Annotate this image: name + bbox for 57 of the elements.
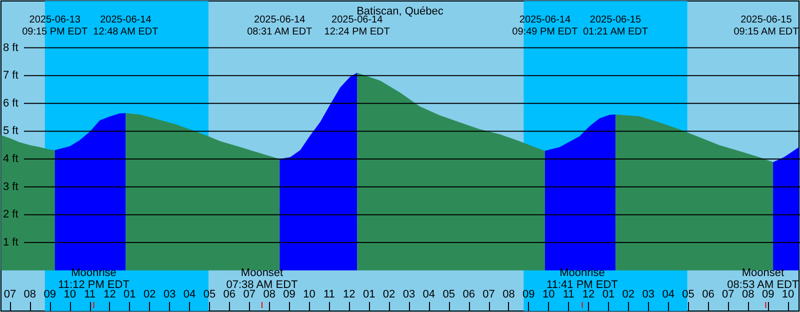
chart-title: Batiscan, Québec bbox=[356, 6, 444, 18]
annotation: 2025-06-14 12:24 PM EDT bbox=[324, 14, 390, 38]
y-tick-label: 3 ft bbox=[3, 180, 18, 193]
x-tick-label: 10 bbox=[64, 288, 76, 300]
x-tick-label: 06 bbox=[462, 288, 475, 300]
y-tick-label: 2 ft bbox=[3, 208, 18, 221]
x-tick-label: 06 bbox=[702, 288, 714, 300]
ref-line-label: Moonrise 11:41 PM EDT bbox=[546, 267, 618, 291]
x-tick-label: 01 bbox=[362, 288, 376, 300]
x-tick-label: 07 bbox=[4, 288, 16, 300]
x-tick-label: 10 bbox=[303, 288, 316, 300]
x-tick-label: 08 bbox=[263, 288, 276, 300]
x-tick-label: 08 bbox=[502, 288, 515, 300]
ref-line-label: Moonrise 11:12 PM EDT bbox=[58, 267, 130, 291]
y-tick-label: 7 ft bbox=[3, 70, 18, 82]
x-tick-label: 12 bbox=[343, 288, 356, 300]
x-tick-label: 12 bbox=[104, 288, 116, 300]
x-tick-label: 03 bbox=[402, 288, 416, 300]
annotation: 2025-06-15 01:21 AM EDT bbox=[582, 14, 648, 38]
ref-line-label: Moonset 07:38 AM EDT bbox=[226, 267, 298, 291]
annotation: 2025-06-14 12:48 AM EDT bbox=[93, 14, 158, 38]
x-tick-label: 04 bbox=[422, 288, 436, 300]
x-tick-label: 01 bbox=[124, 288, 136, 300]
y-tick-label: 5 ft bbox=[3, 125, 18, 138]
x-tick-label: 07 bbox=[722, 288, 734, 300]
x-tick-label: 07 bbox=[482, 288, 495, 300]
x-tick-label: 09 bbox=[522, 288, 535, 300]
x-tick-label: 09 bbox=[762, 288, 774, 300]
x-tick-label: 04 bbox=[183, 288, 196, 300]
x-tick-label: 11 bbox=[323, 288, 335, 300]
annotation: 2025-06-15 09:15 AM EDT bbox=[734, 14, 799, 38]
x-tick-label: 11 bbox=[84, 288, 96, 300]
y-tick-label: 6 ft bbox=[3, 97, 18, 110]
annotation: 2025-06-14 09:49 PM EDT bbox=[512, 14, 578, 38]
x-tick-label: 09 bbox=[44, 288, 56, 300]
x-tick-label: 10 bbox=[782, 288, 794, 300]
y-tick-label: 8 ft bbox=[3, 42, 18, 54]
x-tick-label: 02 bbox=[622, 288, 635, 300]
x-tick-label: 03 bbox=[642, 288, 655, 300]
x-tick-label: 08 bbox=[24, 288, 36, 300]
x-tick-label: 11 bbox=[562, 288, 574, 300]
x-tick-label: 04 bbox=[662, 288, 674, 300]
x-tick-label: 05 bbox=[442, 288, 456, 300]
ref-line-label: Moonset 08:53 AM EDT bbox=[727, 267, 799, 291]
x-tick-label: 12 bbox=[582, 288, 595, 300]
annotation: 2025-06-14 08:31 AM EDT bbox=[247, 14, 312, 38]
y-tick-label: 4 ft bbox=[3, 153, 18, 166]
x-tick-label: 07 bbox=[243, 288, 256, 300]
x-tick-label: 02 bbox=[144, 288, 156, 300]
x-tick-label: 01 bbox=[602, 288, 615, 300]
x-tick-label: 09 bbox=[283, 288, 296, 300]
y-tick-label: 1 ft bbox=[3, 236, 18, 249]
x-tick-label: 02 bbox=[382, 288, 396, 300]
x-tick-label: 06 bbox=[223, 288, 236, 300]
x-tick-label: 10 bbox=[542, 288, 555, 300]
x-tick-label: 08 bbox=[742, 288, 754, 300]
x-tick-label: 03 bbox=[163, 288, 176, 300]
